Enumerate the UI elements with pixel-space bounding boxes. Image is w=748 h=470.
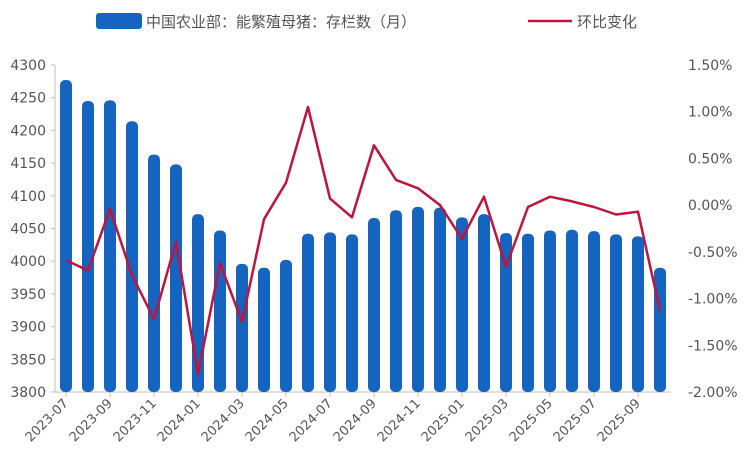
bar — [610, 234, 622, 392]
y-left-tick-label: 3900 — [10, 320, 46, 336]
y-right-tick-label: 0.50% — [688, 151, 732, 167]
legend-label-bars: 中国农业部：能繁殖母猪：存栏数（月） — [146, 13, 416, 31]
y-left-tick-label: 4050 — [10, 222, 46, 238]
legend-swatch-bars — [96, 13, 142, 29]
legend-label-line: 环比变化 — [577, 13, 637, 31]
y-left-tick-label: 3800 — [10, 385, 46, 401]
bar — [82, 100, 94, 392]
y-right-tick-label: -2.00% — [688, 385, 738, 401]
bar — [258, 267, 270, 392]
y-left-tick-label: 4150 — [10, 156, 46, 172]
x-tick-label: 2023-11 — [111, 396, 160, 445]
x-tick-label: 2024-11 — [375, 396, 424, 445]
bar — [104, 100, 116, 392]
y-left-tick-label: 3950 — [10, 287, 46, 303]
bar — [214, 230, 226, 392]
line-series — [65, 105, 662, 376]
bar — [148, 154, 160, 392]
x-tick-label: 2024-01 — [155, 396, 204, 445]
y-left-tick-label: 4000 — [10, 254, 46, 270]
x-tick-label: 2023-09 — [67, 396, 116, 445]
x-tick-label: 2024-05 — [243, 396, 292, 445]
y-right-tick-label: 0.00% — [688, 198, 732, 214]
bar — [566, 229, 578, 392]
bar — [302, 233, 314, 392]
y-left-tick-label: 4250 — [10, 91, 46, 107]
bar — [632, 236, 644, 392]
bar — [192, 214, 204, 392]
y-left-tick-label: 3850 — [10, 352, 46, 368]
bar — [324, 232, 336, 392]
x-tick-label: 2025-05 — [507, 396, 556, 445]
bar — [412, 206, 424, 392]
y-right-tick-label: -1.00% — [688, 292, 738, 308]
x-tick-label: 2025-03 — [463, 396, 512, 445]
x-tick-label: 2023-07 — [23, 396, 72, 445]
y-right-tick-label: 1.50% — [688, 58, 732, 74]
bar — [588, 231, 600, 392]
bar — [126, 121, 138, 392]
y-right-tick-label: 1.00% — [688, 105, 732, 121]
bar — [170, 164, 182, 392]
bar — [456, 217, 468, 392]
y-left-tick-label: 4200 — [10, 123, 46, 139]
bar — [522, 233, 534, 392]
bar — [390, 210, 402, 392]
bar-series — [60, 80, 666, 393]
y-left-tick-label: 4300 — [10, 58, 46, 74]
bar — [434, 207, 446, 392]
bar — [60, 80, 72, 393]
x-tick-label: 2025-09 — [595, 396, 644, 445]
y-left-tick-label: 4100 — [10, 189, 46, 205]
legend: 中国农业部：能繁殖母猪：存栏数（月） 环比变化 — [96, 13, 637, 31]
line-path — [65, 105, 662, 376]
y-right-tick-label: -0.50% — [688, 245, 738, 261]
x-tick-label: 2025-07 — [551, 396, 600, 445]
x-tick-label: 2025-01 — [419, 396, 468, 445]
y-right-tick-label: -1.50% — [688, 338, 738, 354]
bar — [236, 263, 248, 392]
bar — [478, 214, 490, 392]
bar — [346, 234, 358, 392]
bar — [500, 233, 512, 392]
bar — [544, 230, 556, 392]
bar — [368, 218, 380, 392]
x-tick-label: 2024-03 — [199, 396, 248, 445]
bar — [280, 259, 292, 392]
x-tick-label: 2024-09 — [331, 396, 380, 445]
x-tick-label: 2024-07 — [287, 396, 336, 445]
